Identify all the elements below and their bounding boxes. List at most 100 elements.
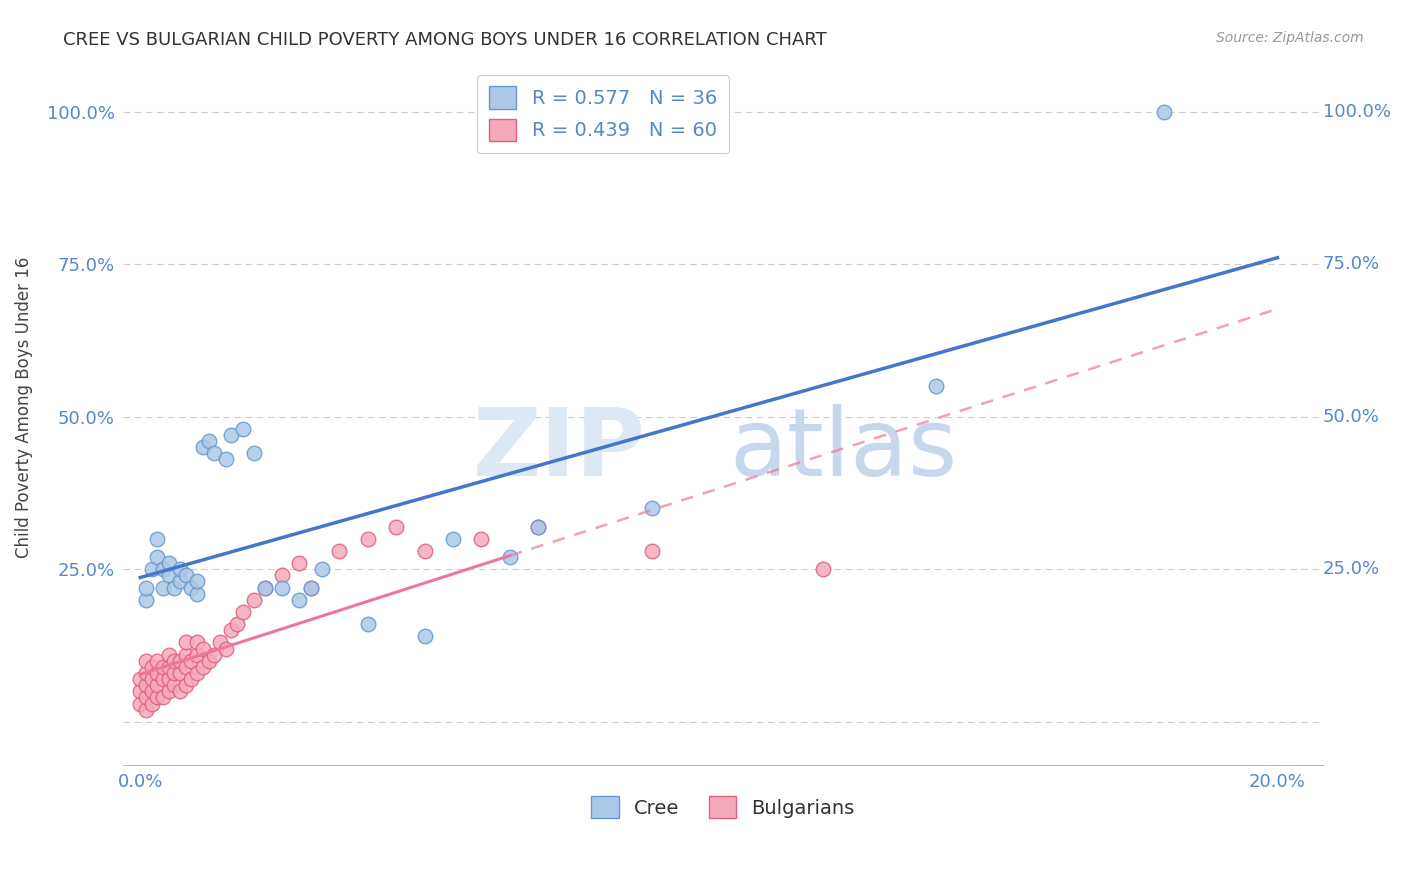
Point (527, 519, 550, 533)
Point (129, 697, 152, 711)
Point (129, 672, 152, 686)
Point (146, 532, 169, 546)
Point (499, 550, 522, 565)
Point (169, 665, 191, 680)
Point (135, 665, 157, 680)
Point (146, 654, 169, 668)
Point (214, 452, 236, 467)
Point (243, 592, 266, 607)
Point (141, 660, 163, 674)
Point (163, 678, 186, 692)
Text: atlas: atlas (728, 404, 957, 497)
Point (254, 581, 277, 595)
Point (146, 665, 169, 680)
Point (152, 690, 174, 705)
Point (232, 422, 254, 436)
Point (157, 568, 180, 582)
Point (152, 581, 174, 595)
Point (169, 684, 191, 698)
Point (169, 574, 191, 589)
Point (141, 684, 163, 698)
Point (180, 672, 202, 686)
Point (174, 568, 197, 582)
Point (157, 684, 180, 698)
Point (202, 446, 225, 460)
Point (186, 587, 208, 601)
Point (441, 532, 464, 546)
Point (219, 624, 242, 638)
Point (163, 665, 186, 680)
Point (152, 660, 174, 674)
Text: ZIP: ZIP (472, 404, 645, 497)
Point (288, 556, 311, 570)
Point (254, 581, 277, 595)
Point (219, 428, 242, 442)
Point (152, 562, 174, 576)
Point (214, 641, 236, 656)
Point (208, 635, 231, 649)
Point (271, 568, 294, 582)
Point (385, 519, 408, 533)
Point (1153, 104, 1175, 119)
Point (186, 665, 208, 680)
Point (186, 635, 208, 649)
Point (925, 379, 948, 393)
Text: 75.0%: 75.0% (1323, 255, 1381, 273)
Text: 25.0%: 25.0% (1323, 560, 1381, 578)
Point (357, 532, 380, 546)
Point (197, 434, 219, 449)
Point (157, 556, 180, 570)
Legend: Cree, Bulgarians: Cree, Bulgarians (583, 789, 862, 826)
Text: 100.0%: 100.0% (1323, 103, 1391, 120)
Point (163, 581, 186, 595)
Text: 50.0%: 50.0% (1323, 408, 1379, 425)
Point (186, 574, 208, 589)
Point (135, 678, 157, 692)
Point (641, 544, 664, 558)
Point (146, 678, 169, 692)
Y-axis label: Child Poverty Among Boys Under 16: Child Poverty Among Boys Under 16 (15, 257, 32, 558)
Point (135, 703, 157, 717)
Text: Source: ZipAtlas.com: Source: ZipAtlas.com (1216, 31, 1364, 45)
Point (180, 581, 202, 595)
Point (197, 654, 219, 668)
Point (413, 544, 436, 558)
Point (135, 581, 157, 595)
Point (157, 660, 180, 674)
Point (311, 562, 333, 576)
Point (129, 684, 152, 698)
Point (191, 440, 214, 454)
Point (470, 532, 492, 546)
Point (811, 562, 834, 576)
Point (413, 629, 436, 643)
Point (180, 654, 202, 668)
Point (328, 544, 350, 558)
Point (191, 641, 214, 656)
Point (641, 501, 664, 516)
Point (146, 690, 169, 705)
Point (232, 605, 254, 619)
Text: CREE VS BULGARIAN CHILD POVERTY AMONG BOYS UNDER 16 CORRELATION CHART: CREE VS BULGARIAN CHILD POVERTY AMONG BO… (63, 31, 827, 49)
Point (157, 672, 180, 686)
Point (135, 654, 157, 668)
Point (141, 697, 163, 711)
Point (146, 550, 169, 565)
Point (191, 660, 214, 674)
Point (163, 654, 186, 668)
Point (226, 617, 249, 632)
Point (527, 519, 550, 533)
Point (135, 690, 157, 705)
Point (152, 672, 174, 686)
Point (243, 446, 266, 460)
Point (169, 654, 191, 668)
Point (157, 648, 180, 662)
Point (174, 660, 197, 674)
Point (169, 562, 191, 576)
Point (141, 562, 163, 576)
Point (271, 581, 294, 595)
Point (174, 635, 197, 649)
Point (174, 648, 197, 662)
Point (202, 648, 225, 662)
Point (299, 581, 322, 595)
Point (135, 592, 157, 607)
